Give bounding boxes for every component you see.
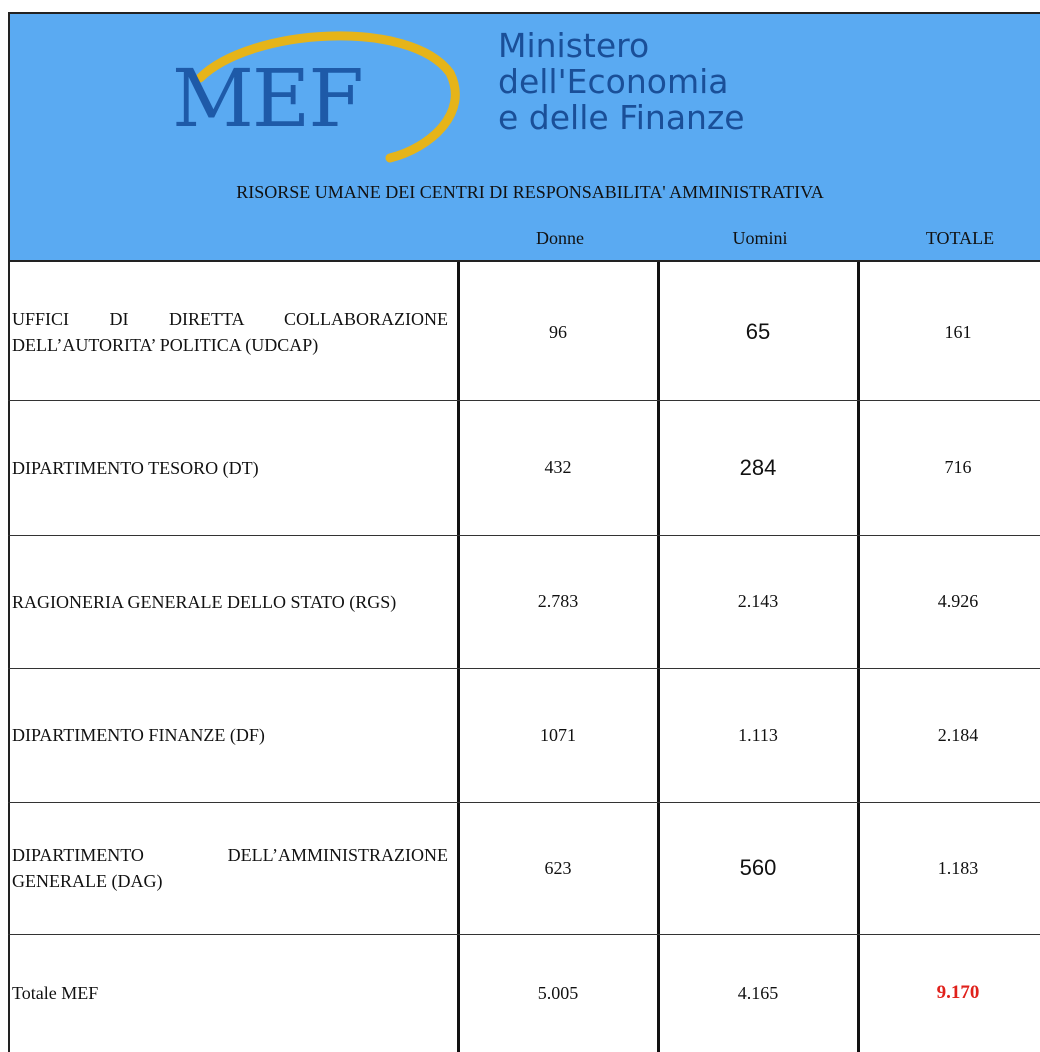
cell-value: 716 <box>944 457 972 477</box>
cell-value: 96 <box>549 321 567 342</box>
logo-arc <box>195 31 460 163</box>
column-header: Donne <box>536 228 584 248</box>
column-header: TOTALE <box>925 228 995 248</box>
cell-value: 1071 <box>540 724 576 745</box>
left-border <box>8 262 10 1052</box>
row-label: UFFICI DI DIRETTA COLLABORAZIONE DELL’AU… <box>12 309 448 355</box>
row-label: RAGIONERIA GENERALE DELLO STATO (RGS) <box>12 591 397 612</box>
row-label: DIPARTIMENTO FINANZE (DF) <box>12 725 265 745</box>
ministry-line: e delle Finanze <box>498 98 745 137</box>
ministry-line: dell'Economia <box>498 62 729 101</box>
cell-value: 2.184 <box>937 724 979 745</box>
cell-value: 4.926 <box>937 591 979 611</box>
cell-value: 432 <box>544 457 572 477</box>
cell-value: 1.183 <box>937 857 979 878</box>
row-label: DIPARTIMENTO DELL’AMMINISTRAZIONE GENERA… <box>12 845 448 891</box>
header: MEF Ministero dell'Economia e delle Fina… <box>8 12 1040 262</box>
cell-value: 4.165 <box>737 982 779 1003</box>
column-header: Uomini <box>732 228 788 248</box>
column-divider <box>857 262 860 1052</box>
cell-value: 284 <box>739 454 777 480</box>
row-label: Totale MEF <box>12 983 99 1003</box>
cell-value: 2.783 <box>537 591 579 611</box>
row-label: DIPARTIMENTO TESORO (DT) <box>12 457 259 478</box>
row-divider <box>8 668 1040 669</box>
row-divider <box>8 535 1040 536</box>
cell-value: 5.005 <box>537 982 579 1003</box>
column-divider <box>657 262 660 1052</box>
row-divider <box>8 802 1040 803</box>
cell-value: 560 <box>739 855 777 880</box>
row-divider <box>8 400 1040 401</box>
column-divider <box>457 262 460 1052</box>
cell-value: 161 <box>944 321 972 342</box>
row-divider <box>8 934 1040 935</box>
cell-value: 623 <box>544 857 572 878</box>
cell-value: 9.170 <box>936 982 980 1003</box>
ministry-line: Ministero <box>498 26 650 65</box>
cell-value: 1.113 <box>738 724 778 745</box>
logo: MEF <box>172 52 364 145</box>
cell-value: 65 <box>745 319 771 344</box>
cell-value: 2.143 <box>737 591 779 611</box>
subtitle: RISORSE UMANE DEI CENTRI DI RESPONSABILI… <box>236 182 824 202</box>
